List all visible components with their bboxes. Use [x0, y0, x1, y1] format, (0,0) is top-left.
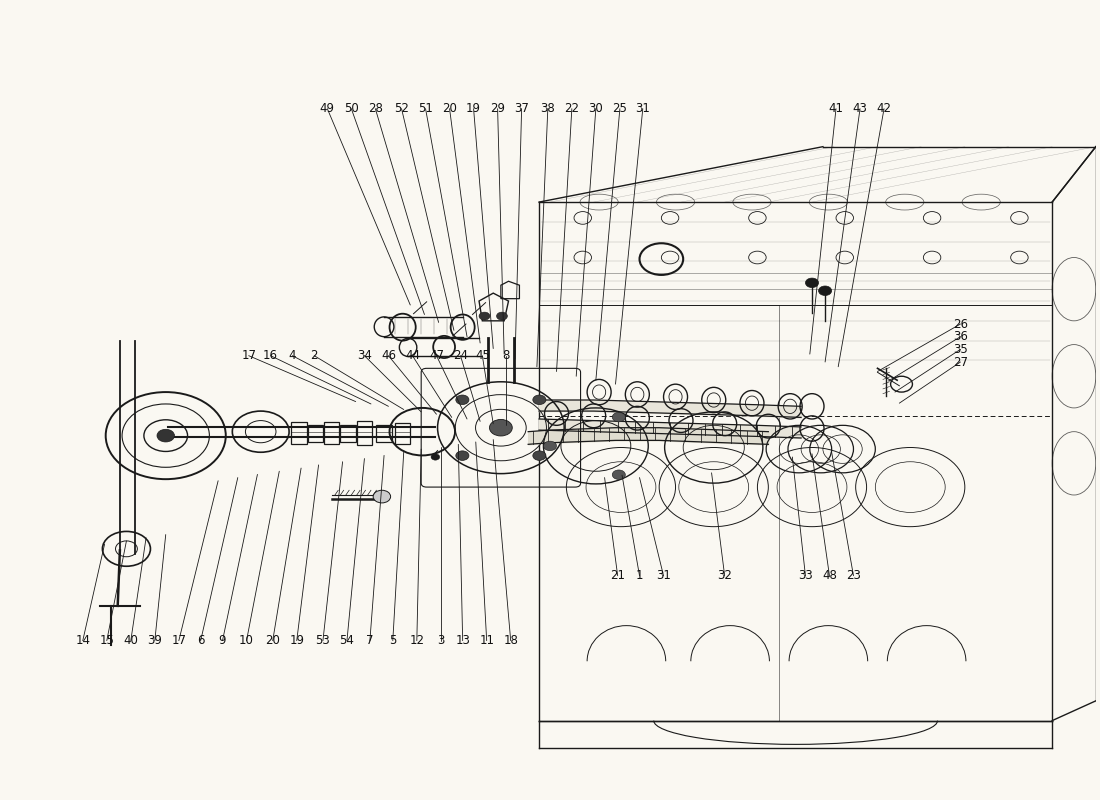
Text: 17: 17: [241, 349, 256, 362]
Text: 14: 14: [75, 634, 90, 647]
Text: 10: 10: [239, 634, 254, 647]
Text: 44: 44: [405, 349, 420, 362]
Text: 23: 23: [846, 570, 861, 582]
Text: 33: 33: [799, 570, 813, 582]
Text: 22: 22: [564, 102, 580, 115]
Bar: [376, 425, 392, 442]
Text: 25: 25: [613, 102, 627, 115]
Text: 18: 18: [504, 634, 518, 647]
Text: 39: 39: [147, 634, 163, 647]
Bar: [324, 422, 339, 444]
Bar: [308, 425, 323, 442]
Text: 6: 6: [197, 634, 205, 647]
Circle shape: [805, 278, 818, 287]
Text: 20: 20: [265, 634, 280, 647]
Text: 7: 7: [366, 634, 374, 647]
Circle shape: [543, 441, 557, 450]
Text: 43: 43: [852, 102, 868, 115]
Text: 17: 17: [172, 634, 186, 647]
Text: 21: 21: [610, 570, 625, 582]
Text: 29: 29: [491, 102, 505, 115]
Circle shape: [455, 395, 469, 405]
Text: 31: 31: [636, 102, 650, 115]
Text: 48: 48: [822, 570, 837, 582]
Text: 8: 8: [503, 349, 510, 362]
Text: 42: 42: [877, 102, 891, 115]
Text: 12: 12: [409, 634, 425, 647]
Bar: [340, 425, 355, 442]
Text: 54: 54: [340, 634, 354, 647]
Circle shape: [157, 430, 175, 442]
Text: 4: 4: [288, 349, 296, 362]
Text: 19: 19: [466, 102, 481, 115]
Text: 31: 31: [656, 570, 671, 582]
Circle shape: [818, 286, 832, 295]
Text: 49: 49: [320, 102, 334, 115]
Circle shape: [431, 454, 440, 460]
Text: 2: 2: [310, 349, 318, 362]
Text: 51: 51: [418, 102, 433, 115]
Text: 32: 32: [717, 570, 733, 582]
Text: 20: 20: [442, 102, 456, 115]
Bar: [395, 423, 410, 443]
Text: 35: 35: [953, 343, 968, 356]
Circle shape: [532, 395, 546, 405]
Text: 16: 16: [263, 349, 278, 362]
Text: 11: 11: [480, 634, 494, 647]
Text: 27: 27: [953, 355, 968, 369]
Text: 36: 36: [953, 330, 968, 343]
Circle shape: [373, 490, 390, 503]
Text: 1: 1: [636, 570, 644, 582]
Text: 9: 9: [219, 634, 227, 647]
Text: 15: 15: [99, 634, 114, 647]
Text: 26: 26: [953, 318, 968, 330]
Text: 46: 46: [381, 349, 396, 362]
Text: 28: 28: [367, 102, 383, 115]
Bar: [292, 422, 307, 444]
Text: 19: 19: [289, 634, 305, 647]
Text: 47: 47: [429, 349, 444, 362]
Text: 37: 37: [514, 102, 529, 115]
Text: 30: 30: [588, 102, 603, 115]
Circle shape: [613, 470, 625, 479]
Text: 5: 5: [389, 634, 396, 647]
Circle shape: [613, 412, 625, 422]
Text: 34: 34: [358, 349, 372, 362]
Circle shape: [478, 312, 490, 320]
Circle shape: [455, 451, 469, 460]
Text: 3: 3: [437, 634, 444, 647]
Circle shape: [496, 312, 507, 320]
Text: 41: 41: [828, 102, 844, 115]
Text: 24: 24: [453, 349, 468, 362]
Text: 40: 40: [123, 634, 139, 647]
Text: 53: 53: [316, 634, 330, 647]
Bar: [356, 422, 372, 445]
Circle shape: [532, 451, 546, 460]
Text: 13: 13: [455, 634, 470, 647]
Text: 52: 52: [394, 102, 409, 115]
Text: 45: 45: [475, 349, 490, 362]
Text: 50: 50: [344, 102, 359, 115]
Circle shape: [490, 419, 513, 436]
Text: 38: 38: [540, 102, 556, 115]
